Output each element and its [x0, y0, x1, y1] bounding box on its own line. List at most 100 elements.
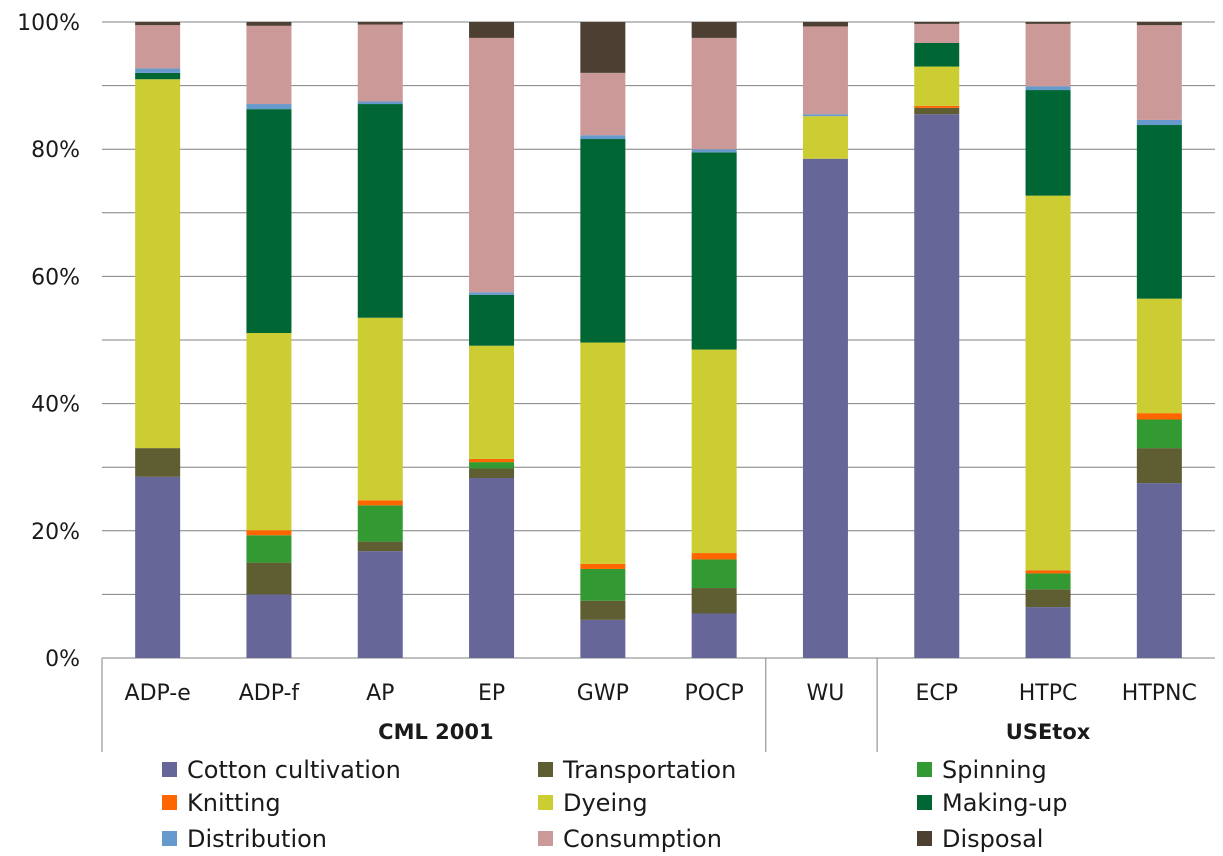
bar-segment-cotton-cultivation	[469, 478, 515, 658]
legend-swatch	[538, 762, 553, 777]
x-tick-label: ECP	[915, 681, 958, 706]
bar-stack-gwp	[580, 22, 626, 658]
bar-stack-htpc	[1025, 22, 1071, 658]
bar-stack-ap	[357, 22, 403, 658]
bar-segment-transportation	[1136, 448, 1182, 484]
category-groups: CML 2001 USEtox	[101, 658, 1091, 752]
bar-segment-spinning	[1025, 573, 1071, 590]
legend-swatch	[538, 795, 553, 810]
legend-item-making-up: Making-up	[917, 789, 1068, 817]
bar-segment-knitting	[469, 458, 515, 463]
bar-stack-ecp	[914, 22, 960, 659]
bar-segment-dyeing	[1025, 195, 1071, 571]
legend-label: Consumption	[563, 825, 722, 853]
bar-segment-dyeing	[246, 333, 292, 531]
bar-segment-transportation	[357, 541, 403, 552]
bar-segment-making-up	[135, 72, 181, 80]
bar-segment-disposal	[1025, 22, 1071, 24]
bar-segment-consumption	[246, 25, 292, 105]
bar-segment-distribution	[691, 149, 737, 153]
legend-swatch	[917, 831, 932, 846]
bar-segment-cotton-cultivation	[1025, 607, 1071, 658]
bar-segment-disposal	[1136, 22, 1182, 26]
y-tick-label: 40%	[31, 393, 80, 418]
bar-segment-consumption	[1025, 23, 1071, 87]
bar-segment-distribution	[469, 292, 515, 295]
bar-stack-htpnc	[1136, 22, 1182, 658]
bar-segment-transportation	[1025, 589, 1071, 608]
bar-segment-knitting	[246, 530, 292, 536]
x-tick-label: GWP	[577, 681, 629, 706]
bar-segment-consumption	[580, 72, 626, 136]
bar-segment-dyeing	[580, 342, 626, 564]
bar-segment-knitting	[1025, 570, 1071, 574]
bar-segment-consumption	[357, 24, 403, 102]
x-tick-label: ADP-f	[239, 681, 301, 706]
bar-segment-disposal	[246, 22, 292, 26]
bar-segment-transportation	[914, 107, 960, 115]
bar-segment-consumption	[691, 37, 737, 150]
bars	[135, 22, 1182, 659]
group-label-usetox: USEtox	[1006, 720, 1091, 744]
bar-segment-disposal	[357, 22, 403, 25]
bar-stack-pocp	[691, 22, 737, 658]
y-tick-label: 0%	[45, 647, 80, 672]
legend-item-knitting: Knitting	[162, 789, 281, 817]
bar-segment-making-up	[1025, 90, 1071, 196]
bar-segment-dyeing	[691, 349, 737, 554]
legend-swatch	[538, 831, 553, 846]
legend-item-spinning: Spinning	[917, 756, 1047, 784]
bar-segment-making-up	[357, 104, 403, 318]
legend-label: Making-up	[942, 789, 1068, 817]
bar-segment-transportation	[135, 448, 181, 477]
group-label-cml-2001: CML 2001	[378, 720, 493, 744]
legend-item-dyeing: Dyeing	[538, 789, 648, 817]
legend-item-cotton-cultivation: Cotton cultivation	[162, 756, 401, 784]
bar-segment-distribution	[135, 68, 181, 73]
bar-segment-transportation	[691, 588, 737, 614]
y-axis-ticks: 0% 20% 40% 60% 80% 100%	[17, 11, 80, 672]
bar-segment-knitting	[357, 500, 403, 506]
bar-segment-distribution	[1025, 86, 1071, 91]
y-tick-label: 100%	[17, 11, 80, 36]
x-tick-label: EP	[478, 681, 505, 706]
bar-segment-cotton-cultivation	[691, 613, 737, 658]
legend-label: Spinning	[942, 756, 1047, 784]
bar-segment-disposal	[469, 22, 515, 38]
bar-segment-making-up	[914, 42, 960, 67]
bar-segment-transportation	[246, 562, 292, 595]
bar-segment-transportation	[580, 600, 626, 620]
bar-stack-adp-f	[246, 22, 292, 658]
bar-segment-disposal	[580, 22, 626, 73]
bar-segment-cotton-cultivation	[135, 476, 181, 658]
x-tick-label: POCP	[685, 681, 744, 706]
x-axis-labels: ADP-e ADP-f AP EP GWP POCP WU ECP HTPC HTPNC	[125, 681, 1197, 706]
bar-stack-wu	[802, 22, 848, 659]
bar-segment-distribution	[580, 135, 626, 140]
x-tick-label: ADP-e	[125, 681, 191, 706]
x-tick-label: AP	[366, 681, 394, 706]
x-tick-label: WU	[807, 681, 845, 706]
bar-segment-dyeing	[1136, 298, 1182, 414]
bar-segment-consumption	[1136, 25, 1182, 120]
bar-segment-cotton-cultivation	[580, 619, 626, 658]
legend-label: Distribution	[187, 825, 327, 853]
legend-item-transportation: Transportation	[538, 756, 736, 784]
x-tick-label: HTPC	[1019, 681, 1078, 706]
legend: Cotton cultivation Transportation Spinning…	[162, 756, 1068, 853]
bar-segment-making-up	[246, 109, 292, 334]
bar-segment-cotton-cultivation	[802, 158, 848, 659]
legend-swatch	[917, 762, 932, 777]
bar-segment-distribution	[357, 101, 403, 105]
bar-segment-consumption	[802, 26, 848, 115]
bar-segment-spinning	[357, 505, 403, 542]
y-tick-label: 80%	[31, 138, 80, 163]
bar-segment-making-up	[469, 294, 515, 346]
bar-segment-making-up	[580, 139, 626, 343]
bar-segment-disposal	[691, 22, 737, 38]
bar-segment-spinning	[1136, 419, 1182, 449]
bar-segment-distribution	[246, 104, 292, 110]
bar-segment-spinning	[691, 559, 737, 589]
bar-segment-making-up	[691, 152, 737, 350]
